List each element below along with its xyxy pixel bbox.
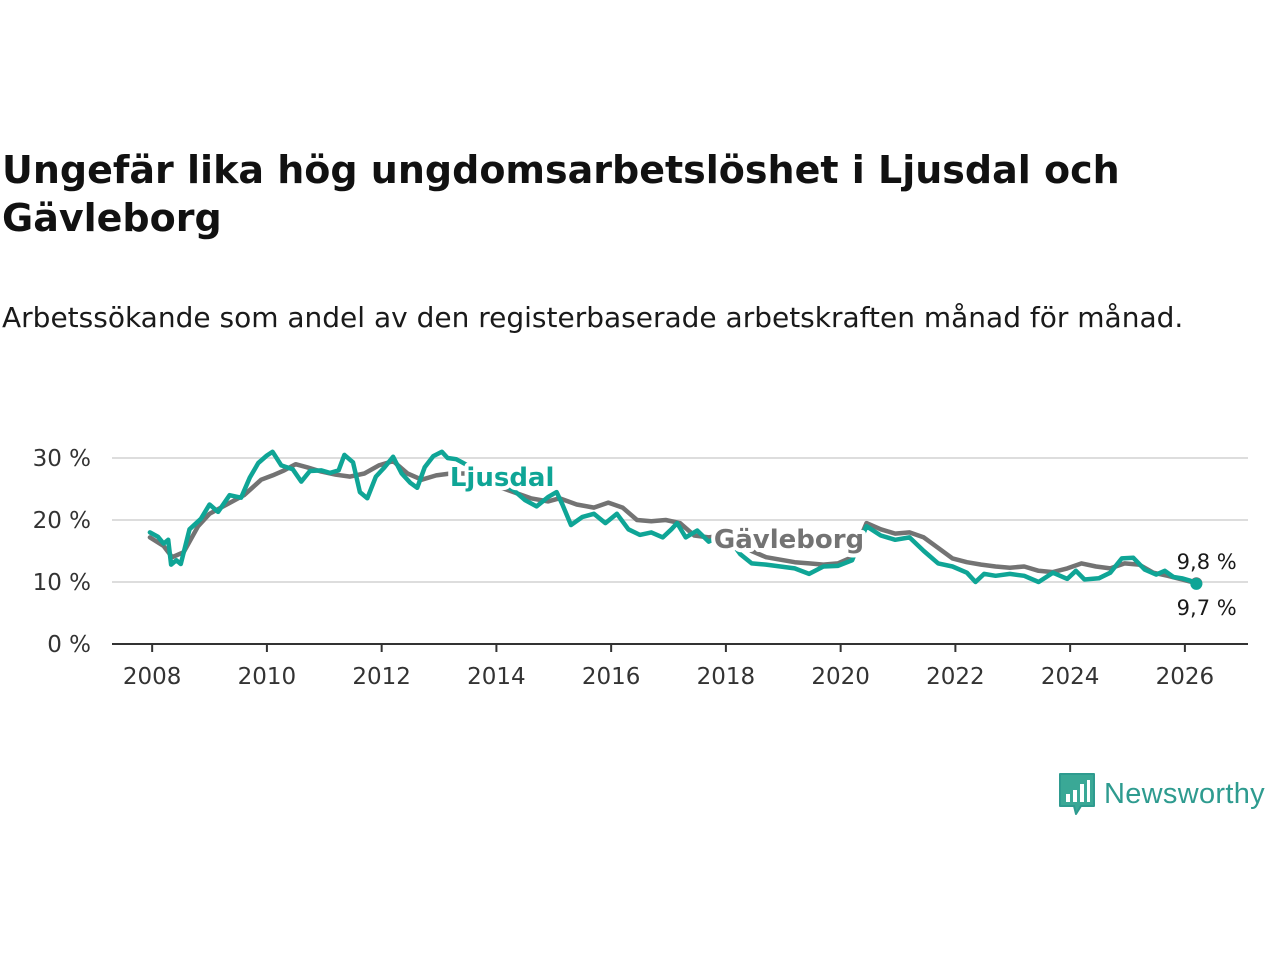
- line-chart: 0 % 10 % 20 % 30 % 2008 2010 2012 2014 2016 2018…: [33, 446, 1248, 690]
- x-tick-label: 2026: [1156, 664, 1215, 690]
- series-label-ljusdal: Ljusdal: [450, 463, 555, 493]
- y-tick-label: 20 %: [33, 508, 91, 534]
- y-tick-label: 10 %: [33, 570, 91, 596]
- series-lines: [147, 449, 1203, 590]
- gridlines: [112, 457, 1248, 583]
- series-label-gvleborg: Gävleborg: [714, 525, 864, 555]
- chart-title: Ungefär lika hög ungdomsarbetslöshet i L…: [2, 148, 1120, 240]
- series-line-ljusdal: [147, 449, 1199, 587]
- y-tick-label: 30 %: [33, 446, 91, 472]
- end-value-label: 9,8 %: [1177, 550, 1237, 574]
- x-tick-label: 2008: [123, 664, 182, 690]
- newsworthy-logo: Newsworthy: [1058, 772, 1265, 816]
- end-value-label: 9,7 %: [1177, 596, 1237, 620]
- x-tick-label: 2022: [926, 664, 985, 690]
- x-tick-label: 2016: [582, 664, 641, 690]
- x-tick-label: 2012: [352, 664, 411, 690]
- series-labels: Ljusdal Gävleborg 9,8 % 9,7 %: [446, 459, 1239, 622]
- chart-subtitle: Arbetssökande som andel av den registerb…: [2, 301, 1184, 334]
- bar-chart-speech-bubble-icon: [1059, 773, 1095, 815]
- y-axis-ticks: 0 % 10 % 20 % 30 %: [33, 446, 91, 658]
- x-tick-label: 2024: [1041, 664, 1100, 690]
- series-end-point: [1190, 577, 1203, 590]
- x-tick-label: 2018: [697, 664, 756, 690]
- series-line-gvleborg: [147, 458, 1199, 586]
- x-axis: 2008 2010 2012 2014 2016 2018 2020 2022 2024 2026: [112, 643, 1248, 690]
- x-tick-label: 2014: [467, 664, 526, 690]
- x-tick-label: 2020: [811, 664, 870, 690]
- y-tick-label: 0 %: [47, 632, 91, 658]
- brand-name: Newsworthy: [1104, 777, 1265, 810]
- x-tick-label: 2010: [238, 664, 297, 690]
